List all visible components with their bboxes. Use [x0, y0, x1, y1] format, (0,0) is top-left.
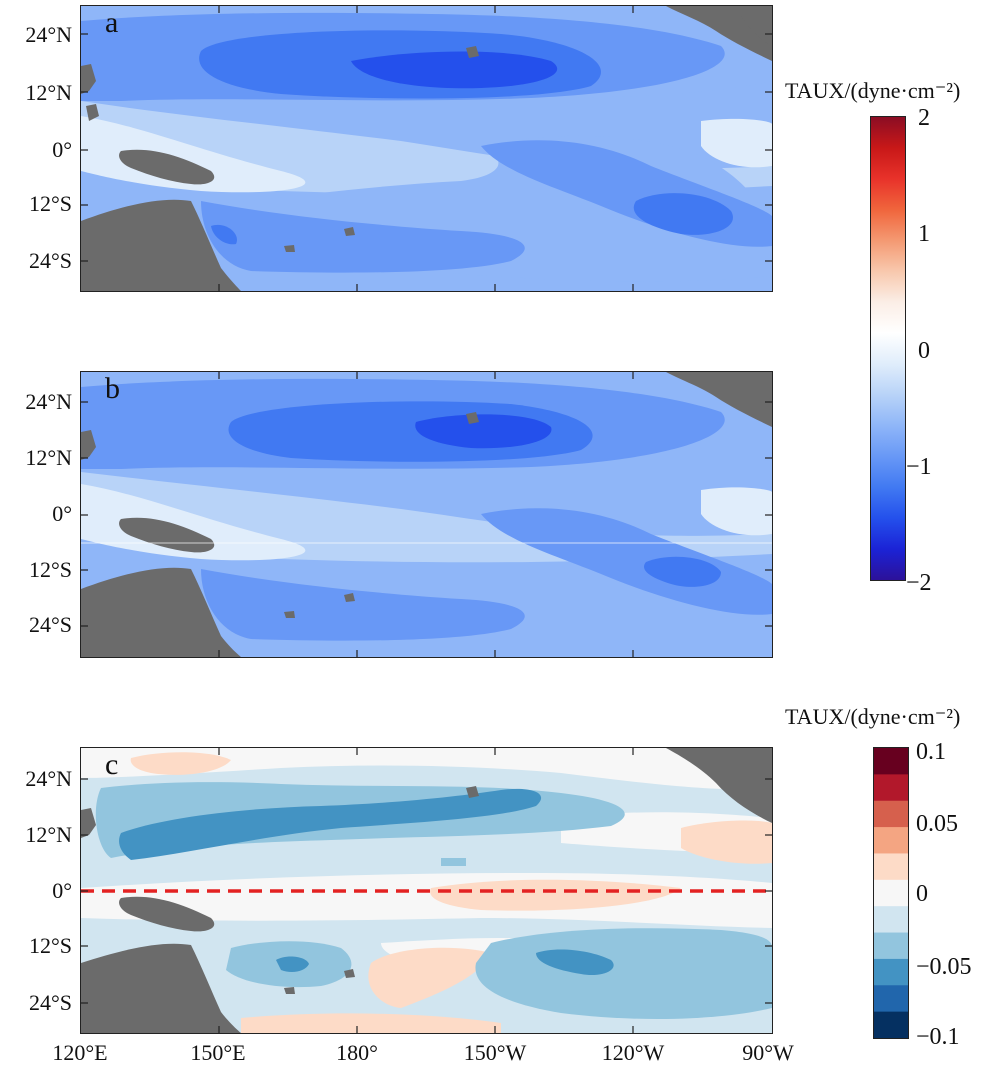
lon-label: 150°E — [190, 1040, 246, 1065]
lon-label: 120°W — [601, 1040, 665, 1065]
lat-label: 24°N — [25, 389, 72, 414]
lon-label: 90°W — [742, 1040, 794, 1065]
panel-a-map: a — [80, 5, 773, 292]
colorbar-top-tick: −1 — [906, 454, 932, 480]
panel-label: a — [105, 6, 119, 39]
colorbar-step — [874, 774, 908, 802]
lat-label: 12°N — [25, 822, 72, 847]
colorbar-top-gradient — [871, 117, 905, 580]
colorbar-top-tick: 0 — [918, 338, 930, 364]
colorbar-step — [874, 853, 908, 881]
colorbar-bottom-tick: 0.1 — [916, 739, 946, 765]
colorbar-top — [870, 116, 906, 581]
lat-label: 24°N — [25, 22, 72, 47]
lat-label: 12°S — [28, 933, 72, 958]
panel-a-field — [81, 6, 772, 291]
colorbar-bottom-title: TAUX/(dyne·cm⁻²) — [785, 704, 961, 729]
colorbar-step — [874, 906, 908, 934]
lat-label: 0° — [52, 501, 72, 526]
colorbar-top-tick: 1 — [918, 221, 930, 247]
panel-b-map: b — [80, 371, 773, 658]
colorbar-step — [874, 827, 908, 854]
panel-c-map: c — [80, 747, 773, 1034]
lon-label: 120°E — [52, 1040, 108, 1065]
colorbar-step — [874, 932, 908, 960]
colorbar-step — [874, 748, 908, 775]
lat-label: 24°S — [28, 248, 72, 273]
lat-label: 24°S — [28, 990, 72, 1015]
colorbar-step — [874, 958, 908, 986]
colorbar-top-tick: −2 — [906, 570, 932, 596]
panel-c-field — [81, 748, 772, 1033]
lat-label: 24°S — [28, 612, 72, 637]
colorbar-bottom-tick: 0 — [916, 881, 928, 907]
colorbar-bottom-tick: −0.05 — [916, 954, 972, 980]
lat-label: 0° — [52, 137, 72, 162]
panel-label: c — [105, 748, 119, 781]
colorbar-step — [874, 879, 908, 907]
colorbar-step — [874, 1011, 908, 1039]
lon-label: 150°W — [463, 1040, 527, 1065]
lat-label: 0° — [52, 878, 72, 903]
panel-b-field — [81, 372, 772, 657]
colorbar-top-tick: 2 — [918, 105, 930, 131]
lat-label: 12°N — [25, 80, 72, 105]
colorbar-fill — [871, 117, 905, 580]
colorbar-bottom-tick: −0.1 — [916, 1024, 960, 1050]
colorbar-bottom-steps — [874, 748, 908, 1039]
lat-label: 12°N — [25, 445, 72, 470]
panel-label: b — [105, 372, 120, 405]
lat-label: 24°N — [25, 766, 72, 791]
colorbar-bottom — [873, 747, 909, 1039]
lat-label: 12°S — [28, 557, 72, 582]
colorbar-step — [874, 985, 908, 1013]
colorbar-step — [874, 800, 908, 828]
lat-label: 12°S — [28, 191, 72, 216]
colorbar-top-title: TAUX/(dyne·cm⁻²) — [785, 78, 961, 103]
colorbar-bottom-tick: 0.05 — [916, 811, 958, 837]
lon-label: 180° — [336, 1040, 378, 1065]
